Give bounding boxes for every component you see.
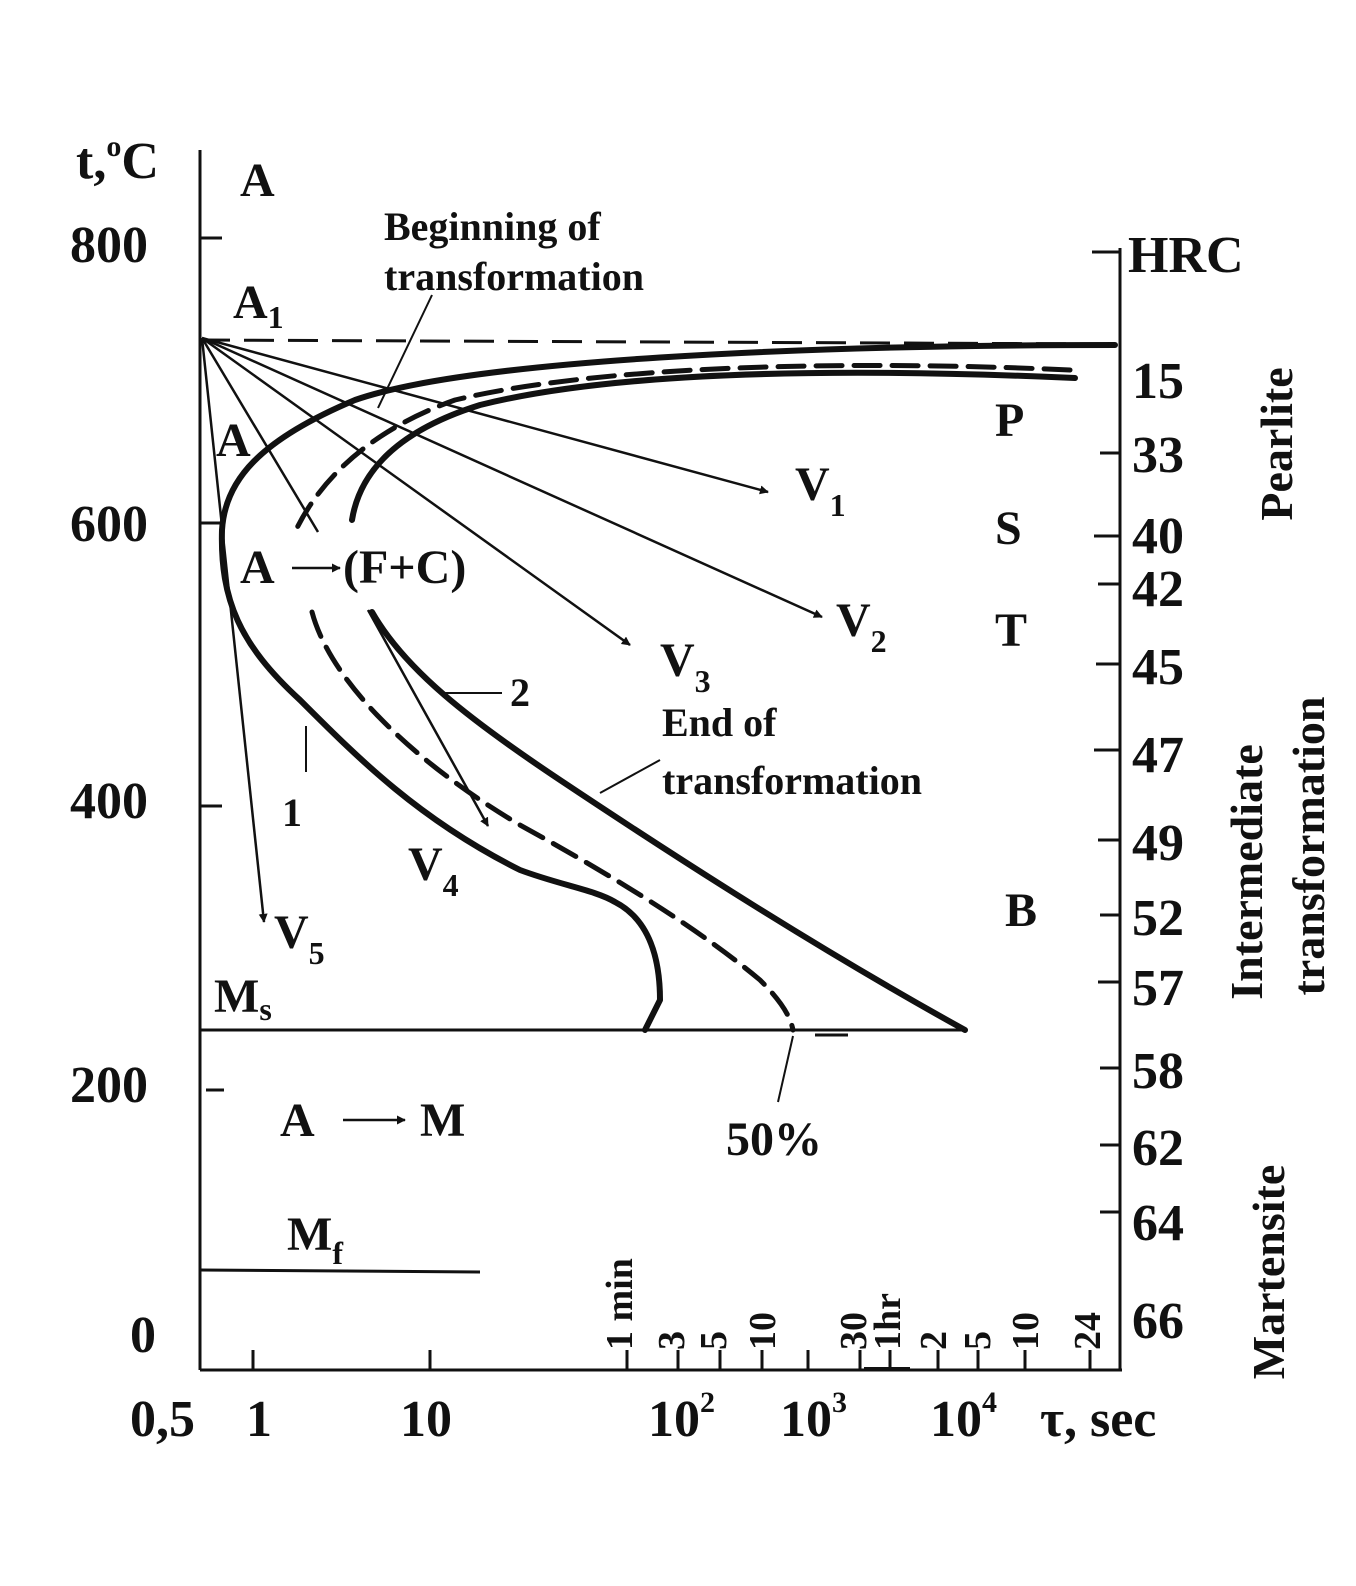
hrc-57: 57 [1132, 960, 1184, 1017]
end-curve [349, 369, 1078, 1033]
region-pearlite: Pearlite [1251, 367, 1302, 520]
hrc-58: 58 [1132, 1043, 1184, 1100]
v2-line [201, 336, 823, 619]
v5-line [200, 337, 268, 923]
time-label-1min: 1 min [599, 1258, 641, 1350]
hrc-title: HRC [1128, 227, 1244, 284]
hrc-47: 47 [1132, 727, 1184, 784]
cooling-rate-lines [200, 336, 823, 1125]
time-label-2: 2 [913, 1331, 955, 1350]
reference-lines [199, 338, 1121, 1274]
label-a-bottom: A [280, 1094, 315, 1147]
label-v3: V3 [660, 634, 711, 699]
hrc-64: 64 [1132, 1195, 1184, 1252]
structure-b: B [1005, 884, 1037, 937]
fifty-leader [777, 1035, 794, 1103]
label-a-transform: A [240, 541, 275, 594]
beginning-curve [218, 342, 1118, 1033]
label-ms: Ms [214, 970, 272, 1027]
y-axis-label: t,oC [76, 130, 159, 190]
x-tick-1000: 103 [780, 1386, 847, 1448]
label-end-1: End of [662, 700, 777, 745]
label-end-2: transformation [662, 758, 922, 803]
label-a-top: A [240, 154, 275, 207]
end-leader [599, 759, 661, 794]
label-a-mid: A [216, 414, 251, 467]
region-transformation: transformation [1283, 697, 1334, 996]
label-a1: A1 [233, 276, 284, 335]
y-tick-0: 0 [130, 1307, 156, 1364]
hrc-49: 49 [1132, 815, 1184, 872]
v1-line [201, 336, 769, 495]
time-label-5b: 5 [957, 1331, 999, 1350]
time-label-24: 24 [1067, 1312, 1109, 1350]
hrc-66: 66 [1132, 1293, 1184, 1350]
label-beginning-1: Beginning of [384, 204, 601, 249]
label-v1: V1 [795, 458, 846, 523]
time-label-10: 10 [742, 1312, 784, 1350]
x-tick-05: 0,5 [130, 1391, 195, 1448]
time-label-1hr: 1hr [867, 1293, 909, 1350]
begin-leader [377, 294, 433, 409]
x-axis-label: τ, sec [1040, 1391, 1156, 1448]
transformation-curves [218, 342, 1118, 1033]
hrc-40: 40 [1132, 508, 1184, 565]
mf-line [199, 1268, 481, 1274]
leader-lines [305, 294, 794, 1103]
label-mf: Mf [287, 1208, 343, 1271]
label-fifty-percent: 50% [726, 1113, 822, 1166]
label-v4: V4 [408, 838, 459, 903]
structure-s: S [995, 502, 1022, 555]
x-tick-100: 102 [648, 1386, 715, 1448]
label-curve-1: 1 [282, 790, 302, 835]
x-tick-10000: 104 [930, 1386, 997, 1448]
structure-p: P [995, 394, 1024, 447]
hrc-42: 42 [1132, 561, 1184, 618]
region-intermediate: Intermediate [1221, 744, 1272, 999]
time-label-5: 5 [693, 1331, 735, 1350]
label-fc: (F+C) [343, 541, 466, 594]
time-label-30: 30 [833, 1312, 875, 1350]
label-beginning-2: transformation [384, 254, 644, 299]
y-tick-600: 600 [70, 496, 148, 553]
label-m: M [420, 1094, 465, 1147]
v4-line [200, 337, 488, 826]
y-tick-200: 200 [70, 1057, 148, 1114]
hrc-45: 45 [1132, 639, 1184, 696]
fifty-percent-curve [293, 362, 1073, 1033]
time-label-10b: 10 [1005, 1312, 1047, 1350]
label-v2: V2 [836, 594, 887, 659]
time-label-3: 3 [651, 1331, 693, 1350]
hrc-52: 52 [1132, 890, 1184, 947]
hrc-62: 62 [1132, 1120, 1184, 1177]
x-tick-1: 1 [246, 1391, 272, 1448]
hrc-33: 33 [1132, 427, 1184, 484]
axes [198, 150, 1122, 1372]
structure-t: T [995, 604, 1027, 657]
y-tick-800: 800 [70, 217, 148, 274]
x-tick-10: 10 [400, 1391, 452, 1448]
v3-line [201, 336, 631, 647]
label-v5: V5 [274, 906, 325, 971]
hrc-15: 15 [1132, 353, 1184, 410]
y-tick-400: 400 [70, 773, 148, 830]
label-curve-2: 2 [510, 670, 530, 715]
region-martensite: Martensite [1243, 1165, 1294, 1380]
